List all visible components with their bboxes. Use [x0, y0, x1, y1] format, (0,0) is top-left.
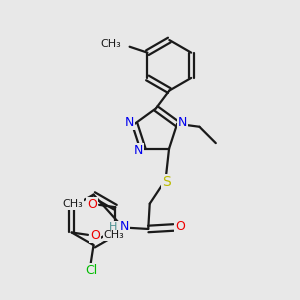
- Text: CH₃: CH₃: [100, 39, 121, 49]
- Text: N: N: [125, 116, 134, 129]
- Text: CH₃: CH₃: [63, 199, 84, 209]
- Text: Cl: Cl: [85, 265, 98, 278]
- Text: H: H: [109, 222, 118, 232]
- Text: O: O: [175, 220, 185, 233]
- Text: N: N: [134, 144, 143, 157]
- Text: O: O: [90, 229, 100, 242]
- Text: S: S: [162, 175, 170, 189]
- Text: CH₃: CH₃: [103, 230, 124, 241]
- Text: N: N: [178, 116, 187, 129]
- Text: N: N: [120, 220, 129, 233]
- Text: O: O: [87, 198, 97, 211]
